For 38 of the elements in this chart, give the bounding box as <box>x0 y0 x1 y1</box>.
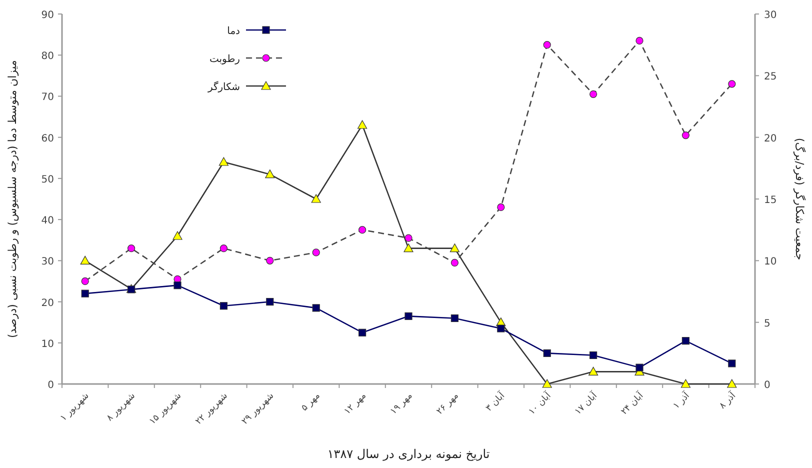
x-tick-label: ۲۶ مهر <box>435 390 461 417</box>
y-tick-label: 90 <box>41 10 54 21</box>
y2-tick-label: 25 <box>764 72 777 83</box>
y2-tick-label: 15 <box>764 195 777 206</box>
legend-label: دما <box>227 26 240 37</box>
x-tick-label: ۱۷ آبان <box>572 389 600 418</box>
y2-tick-label: 30 <box>764 10 777 21</box>
x-axis-title: تاریخ نمونه برداری در سال ۱۳۸۷ <box>327 447 490 461</box>
legend-label: رطوبت <box>209 54 240 65</box>
legend-label: شکارگر <box>206 81 240 93</box>
x-tick-label: ۱۹ مهر <box>388 390 415 417</box>
x-tick-label: ۱ آذر <box>670 389 692 412</box>
x-tick-label: ۲۴ آبان <box>618 389 646 418</box>
y-tick-label: 50 <box>41 174 54 186</box>
x-tick-label: ۲۹ شهریور <box>240 391 276 427</box>
y-tick-label: 60 <box>41 133 54 144</box>
y-tick-label: 30 <box>41 256 54 268</box>
x-tick-label: ۱ شهریور <box>58 391 92 424</box>
y-tick-label: 0 <box>48 380 54 391</box>
x-tick-label: ۸ آذر <box>716 389 738 412</box>
y-axis-title: میزان متوسط دما (درجه سلسیوس) و رطوبت نسبی (درصد) <box>6 60 19 338</box>
y2-tick-label: 10 <box>764 256 777 268</box>
y2-tick-label: 5 <box>764 318 770 330</box>
y2-axis-title: جمعیت شکارگر (فرد/برگ) <box>793 138 806 260</box>
x-tick-label: ۲۲ شهریور <box>194 391 230 427</box>
x-tick-label: ۱۲ مهر <box>342 390 369 417</box>
x-tick-label: ۸ شهریور <box>104 391 138 424</box>
y-tick-label: 40 <box>41 216 54 227</box>
y2-tick-label: 0 <box>764 380 770 391</box>
x-tick-label: ۵ مهر <box>300 390 322 414</box>
x-tick-label: ۳ آبان <box>482 389 508 414</box>
x-tick-label: ۱۵ شهریور <box>148 391 184 427</box>
y-tick-label: 10 <box>41 338 54 350</box>
y-tick-label: 80 <box>41 51 54 62</box>
y2-tick-label: 20 <box>764 133 777 144</box>
y-tick-label: 70 <box>41 92 54 104</box>
x-tick-label: ۱۰ آبان <box>526 389 554 418</box>
y-tick-label: 20 <box>41 298 54 309</box>
